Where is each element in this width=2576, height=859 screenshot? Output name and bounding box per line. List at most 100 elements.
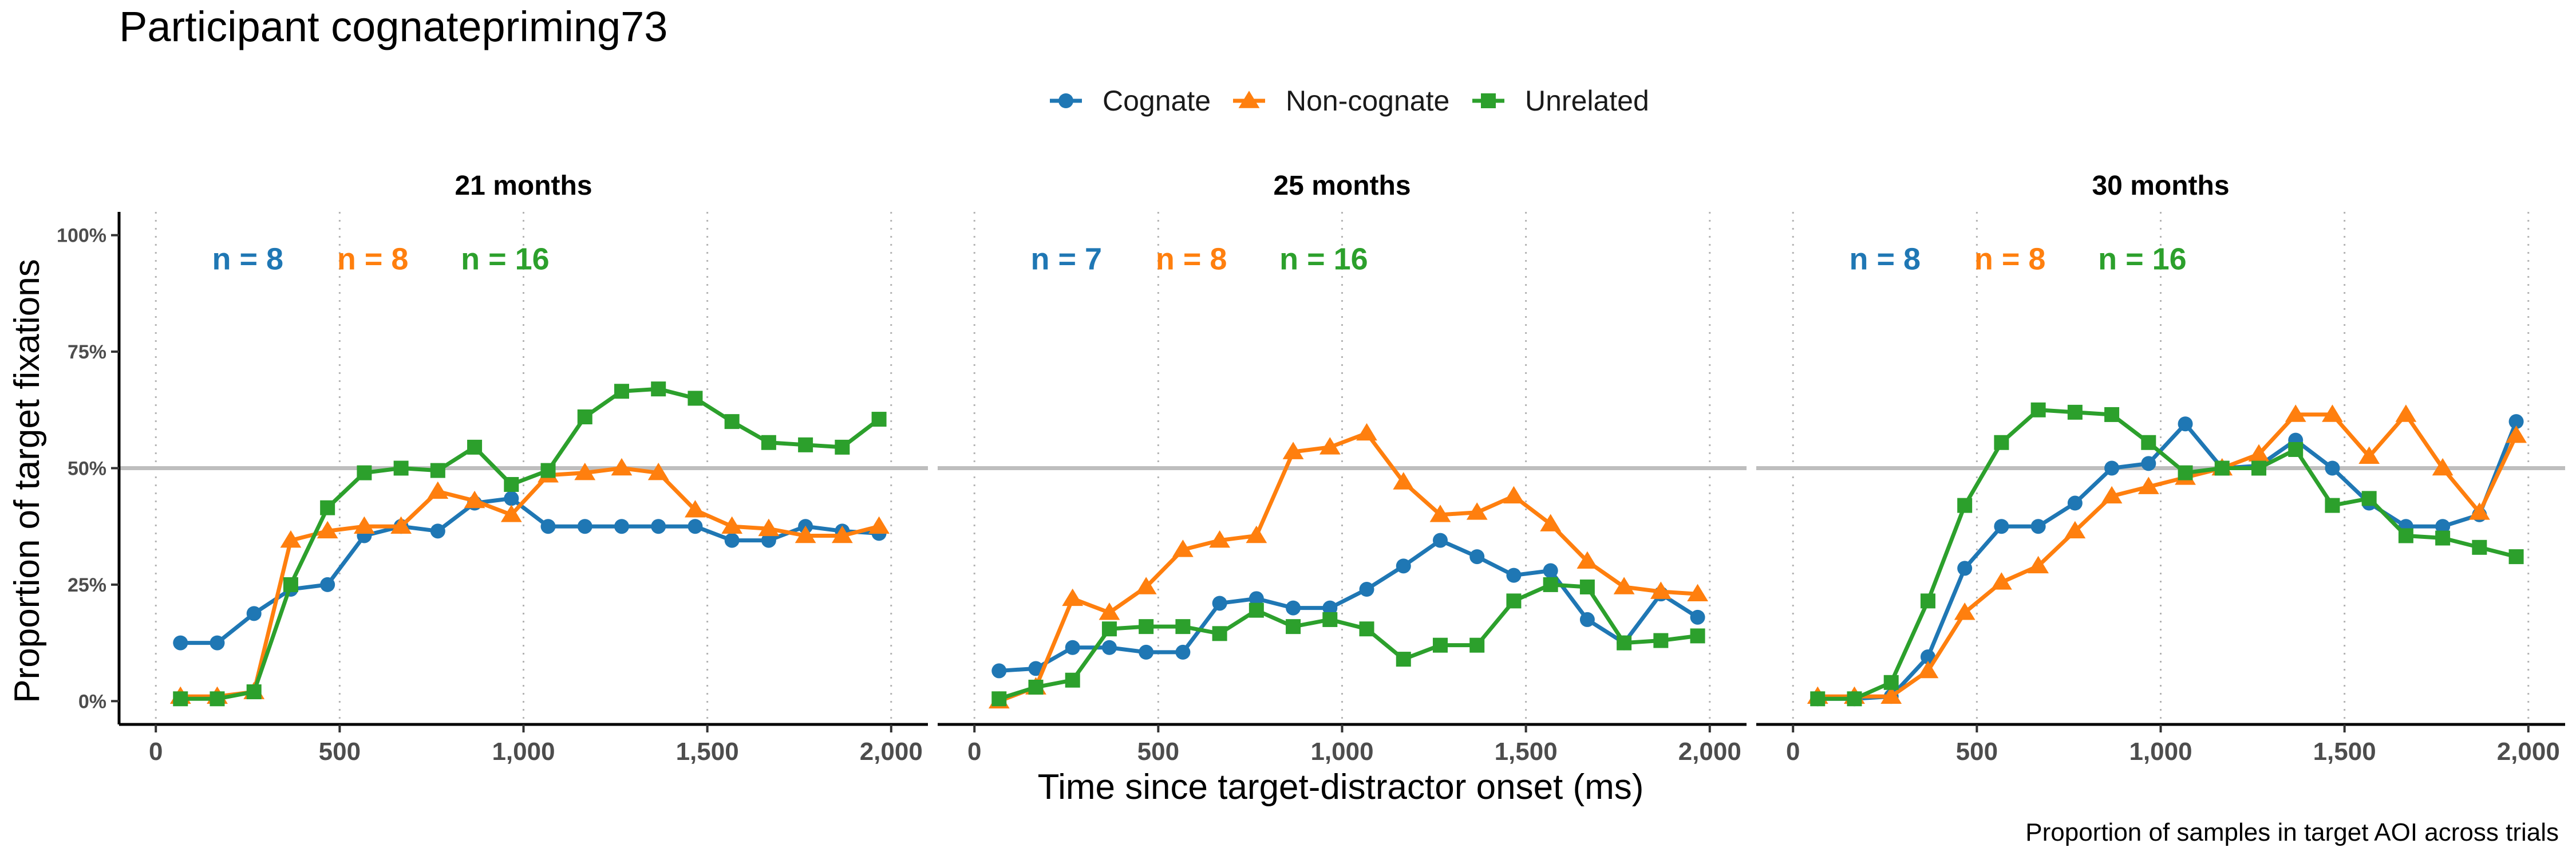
caption: Proportion of samples in target AOI acro…	[2025, 818, 2559, 846]
panel-1: 21 months 0 500 1,000 1,500 2,000 0% 25% 50% 75% 1…	[57, 171, 928, 766]
data-point	[2325, 460, 2340, 476]
data-point	[246, 606, 262, 621]
data-point	[1917, 660, 1939, 679]
data-point	[2508, 414, 2524, 430]
data-point	[1432, 637, 1448, 653]
data-point	[1319, 437, 1341, 455]
x-tick-label: 2,000	[1678, 738, 1741, 766]
data-point	[1322, 612, 1338, 627]
legend-label: Non-cognate	[1286, 85, 1449, 117]
data-point	[1028, 679, 1044, 695]
count-label: n = 16	[2098, 242, 2187, 276]
series-cognate	[991, 533, 1705, 679]
data-point	[1359, 582, 1374, 597]
count-label: n = 8	[212, 242, 284, 276]
data-point	[1429, 505, 1451, 522]
panels: 21 months 0 500 1,000 1,500 2,000 0% 25% 50% 75% 1…	[57, 171, 2565, 766]
data-point	[761, 533, 776, 548]
data-point	[1579, 579, 1595, 594]
data-point	[2288, 442, 2304, 457]
chart-title: Participant cognatepriming73	[119, 3, 667, 50]
data-point	[1883, 675, 1899, 690]
x-tick-label: 1,000	[2129, 738, 2192, 766]
legend-label: Cognate	[1103, 85, 1211, 117]
data-point	[1175, 619, 1191, 635]
data-point	[2141, 456, 2156, 471]
data-point	[651, 381, 666, 397]
data-point	[2064, 521, 2086, 539]
panel-strip-label: 25 months	[1273, 171, 1411, 201]
data-point	[1101, 621, 1117, 637]
data-point	[688, 519, 703, 534]
series-line	[998, 431, 1698, 703]
data-point	[1393, 472, 1415, 490]
data-point	[2214, 460, 2230, 476]
data-point	[724, 414, 740, 430]
data-point	[393, 460, 409, 476]
data-point	[1246, 525, 1267, 543]
data-point	[1880, 686, 1902, 704]
data-point	[1212, 596, 1227, 611]
data-point	[280, 530, 302, 548]
data-point	[1322, 600, 1338, 616]
data-point	[835, 439, 850, 455]
data-point	[2248, 444, 2270, 462]
data-point	[504, 491, 519, 506]
data-point	[1613, 577, 1635, 594]
count-label: n = 8	[1156, 242, 1227, 276]
count-label: n = 8	[1850, 242, 1921, 276]
data-point	[871, 412, 887, 427]
x-tick-label: 1,500	[676, 738, 739, 766]
legend-item-cognate: Cognate	[1050, 85, 1211, 117]
data-point	[1396, 558, 1411, 574]
data-point	[868, 516, 890, 534]
data-point	[1065, 672, 1080, 688]
data-point	[2067, 404, 2083, 420]
series-non-cognate	[169, 458, 890, 704]
data-point	[1065, 640, 1080, 655]
data-point	[1101, 640, 1117, 655]
y-tick-label: 100%	[57, 225, 106, 247]
x-tick-label: 500	[319, 738, 361, 766]
data-point	[724, 533, 740, 548]
legend-item-unrelated: Unrelated	[1472, 85, 1649, 117]
data-point	[577, 409, 592, 424]
data-point	[210, 691, 225, 707]
x-tick-label: 1,000	[1310, 738, 1373, 766]
data-point	[574, 463, 596, 480]
y-tick-label: 0%	[78, 691, 106, 712]
data-point	[1139, 644, 1154, 660]
data-point	[1577, 551, 1598, 569]
data-point	[2395, 404, 2417, 422]
data-point	[991, 691, 1007, 707]
data-point	[2435, 519, 2451, 534]
data-point	[2104, 460, 2120, 476]
data-point	[2104, 407, 2120, 422]
data-point	[467, 439, 483, 455]
data-point	[1847, 691, 1862, 707]
data-point	[540, 463, 556, 478]
data-point	[614, 519, 629, 534]
data-point	[2030, 402, 2046, 417]
data-point	[430, 463, 445, 478]
data-point	[761, 435, 776, 450]
data-point	[540, 519, 556, 534]
data-point	[1994, 519, 2009, 534]
data-point	[1359, 621, 1374, 637]
data-point	[317, 521, 338, 539]
data-point	[2251, 460, 2266, 476]
data-point	[685, 500, 706, 518]
data-point	[1579, 612, 1595, 627]
data-point	[721, 516, 743, 534]
data-point	[1650, 581, 1672, 599]
data-point	[1543, 577, 1558, 592]
data-point	[1503, 486, 1524, 504]
data-point	[320, 577, 335, 592]
count-label: n = 7	[1031, 242, 1103, 276]
y-tick-label: 75%	[68, 341, 106, 363]
y-tick-label: 50%	[68, 458, 106, 480]
count-label: n = 16	[1279, 242, 1368, 276]
data-point	[2398, 528, 2413, 543]
data-point	[1920, 593, 1935, 609]
data-point	[1028, 661, 1044, 676]
